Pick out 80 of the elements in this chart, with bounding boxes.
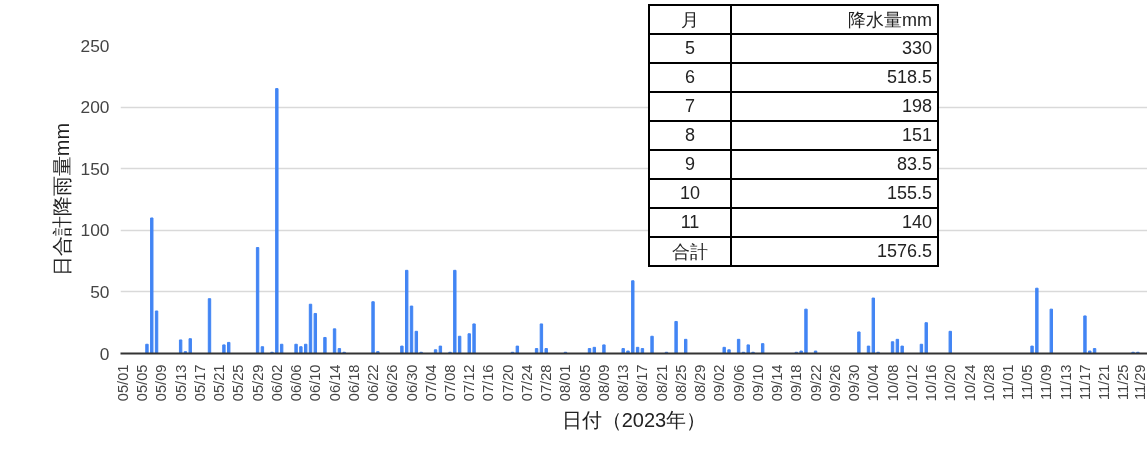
x-tick-label: 06/02 [268, 364, 285, 402]
annotation: 5 [649, 34, 731, 63]
annotation: 151 [731, 121, 938, 150]
x-tick-label: 09/18 [788, 364, 805, 402]
x-tick-label: 05/05 [134, 364, 151, 402]
x-tick-label: 11/25 [1115, 364, 1132, 401]
annotation: 198 [731, 92, 938, 121]
x-tick-label: 10/20 [942, 364, 959, 402]
x-tick-label: 06/30 [403, 364, 420, 402]
x-tick-label: 05/25 [230, 364, 247, 402]
x-tick-label: 10/16 [923, 364, 940, 402]
x-tick-label: 07/08 [442, 364, 459, 402]
x-tick-label: 08/13 [615, 364, 632, 402]
x-tick-label: 11/17 [1076, 364, 1093, 401]
x-tick-label: 07/20 [499, 364, 516, 402]
x-tick-label: 09/30 [846, 364, 863, 402]
x-tick-label: 06/14 [326, 364, 343, 402]
x-tick-label: 06/22 [365, 364, 382, 402]
text: 降水量mm [731, 5, 938, 34]
x-tick-label: 07/04 [422, 364, 439, 402]
x-tick-label: 10/28 [980, 364, 997, 402]
x-tick-label: 10/24 [961, 364, 978, 402]
x-axis-title: 日付（2023年） [561, 409, 707, 432]
text: 月 [649, 5, 731, 34]
y-tick-label: 150 [80, 158, 110, 179]
y-tick-label: 0 [99, 343, 110, 364]
x-tick-label: 05/21 [211, 364, 228, 402]
x-tick-label: 11/13 [1057, 364, 1074, 401]
annotation: 155.5 [731, 179, 938, 208]
x-tick-label: 09/26 [826, 364, 843, 402]
x-tick-label: 09/22 [807, 364, 824, 402]
y-tick-label: 50 [90, 281, 110, 302]
x-tick-label: 08/05 [576, 364, 593, 402]
x-tick-label: 05/17 [191, 364, 208, 402]
x-tick-label: 09/14 [769, 364, 786, 402]
annotation: 518.5 [731, 63, 938, 92]
x-tick-label: 11/01 [1000, 364, 1016, 401]
x-tick-label: 08/21 [653, 364, 670, 402]
annotation: 7 [649, 92, 731, 121]
y-tick-label: 200 [80, 97, 110, 118]
annotation: 330 [731, 34, 938, 63]
x-tick-label: 06/18 [345, 364, 362, 402]
x-tick-label: 07/12 [461, 364, 478, 402]
x-tick-label: 11/21 [1096, 364, 1113, 401]
x-tick-label: 09/02 [711, 364, 728, 402]
x-tick-label: 11/29 [1131, 364, 1147, 401]
x-tick-label: 05/01 [114, 364, 131, 402]
annotation: 合計 [649, 237, 731, 266]
x-tick-label: 05/29 [249, 364, 266, 402]
x-tick-label: 08/25 [672, 364, 689, 402]
x-tick-label: 07/16 [480, 364, 497, 402]
annotation: 6 [649, 63, 731, 92]
x-tick-label: 09/06 [730, 364, 747, 402]
annotation: 10 [649, 179, 731, 208]
x-tick-label: 08/09 [595, 364, 612, 402]
annotation: 8 [649, 121, 731, 150]
x-tick-label: 08/29 [692, 364, 709, 402]
x-tick-label: 10/12 [903, 364, 920, 402]
x-tick-label: 06/26 [384, 364, 401, 402]
annotation: 11 [649, 208, 731, 237]
x-tick-label: 06/10 [307, 364, 324, 402]
annotation: 1576.5 [731, 237, 938, 266]
annotation: 9 [649, 150, 731, 179]
x-tick-label: 10/04 [865, 364, 882, 402]
x-tick-label: 11/05 [1019, 364, 1036, 401]
x-tick-label: 11/09 [1038, 364, 1055, 401]
x-tick-label: 08/01 [557, 364, 574, 402]
x-tick-label: 05/09 [153, 364, 170, 402]
x-tick-label: 08/17 [634, 364, 651, 402]
x-tick-label: 07/28 [538, 364, 555, 402]
x-tick-label: 09/10 [749, 364, 766, 402]
x-tick-label: 06/06 [288, 364, 305, 402]
x-tick-label: 10/08 [884, 364, 901, 402]
y-axis-title: 日合計降雨量mm [50, 122, 73, 277]
y-tick-label: 100 [80, 220, 110, 241]
y-tick-label: 250 [80, 35, 110, 56]
x-tick-label: 07/24 [518, 364, 535, 402]
annotation: 140 [731, 208, 938, 237]
annotation: 83.5 [731, 150, 938, 179]
x-tick-label: 05/13 [172, 364, 189, 402]
